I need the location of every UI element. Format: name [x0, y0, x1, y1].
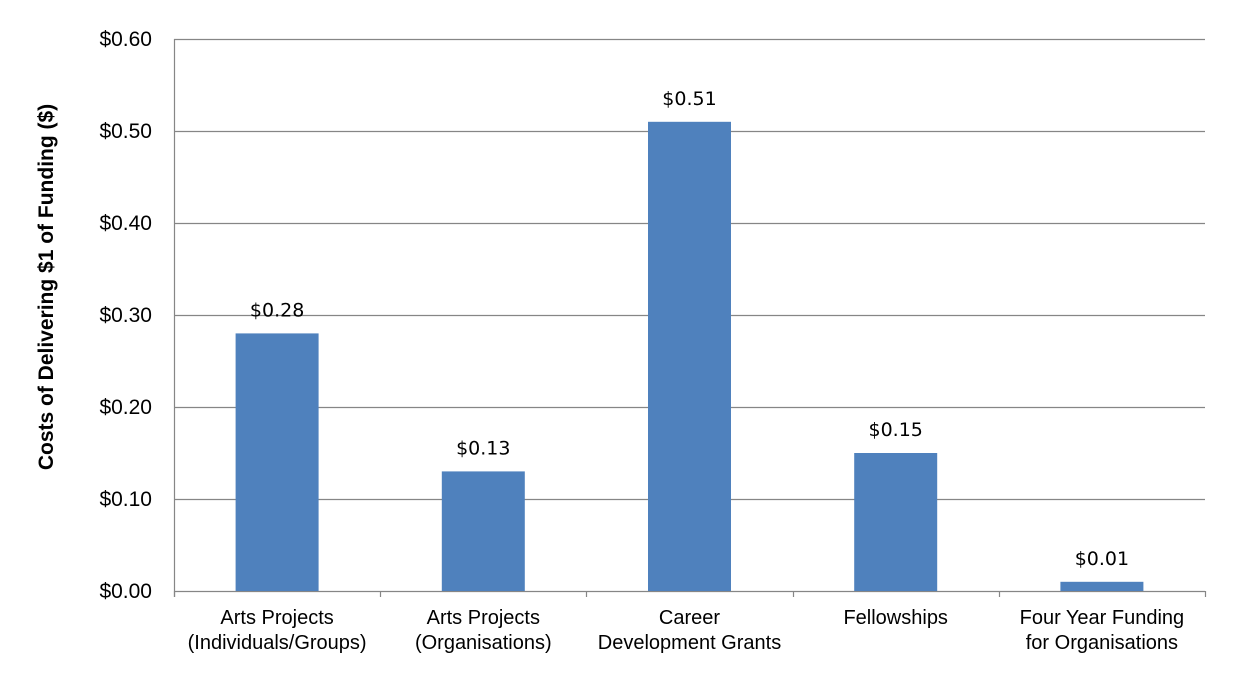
bar: [235, 333, 319, 591]
y-tick-label: $0.60: [99, 28, 152, 51]
data-label: $0.15: [868, 419, 922, 441]
data-label: $0.51: [662, 88, 716, 110]
y-tick-label: $0.40: [99, 212, 152, 235]
category-label: Arts Projects (Individuals/Groups): [188, 607, 367, 654]
bars: [235, 121, 1144, 592]
y-tick-label: $0.50: [99, 120, 152, 143]
bar: [648, 121, 731, 592]
y-axis-title: Costs of Delivering $1 of Funding ($): [35, 104, 58, 470]
data-label: $0.01: [1075, 548, 1129, 570]
bar: [1060, 581, 1144, 591]
y-axis-tick-labels: $0.00 $0.10 $0.20 $0.30 $0.40 $0.50 $0.60: [99, 28, 152, 603]
data-labels: $0.28 $0.13 $0.51 $0.15 $0.01: [250, 88, 1129, 570]
y-tick-label: $0.10: [99, 488, 152, 511]
y-tick-label: $0.20: [99, 396, 152, 419]
x-axis-category-labels: Arts Projects (Individuals/Groups) Arts Pr…: [188, 607, 1185, 654]
bar: [441, 471, 525, 591]
y-tick-label: $0.30: [99, 304, 152, 327]
data-label: $0.13: [456, 437, 510, 459]
bar: [854, 453, 938, 591]
category-label: Arts Projects (Organisations): [415, 607, 552, 654]
category-label: Career Development Grants: [598, 607, 781, 654]
y-tick-label: $0.00: [99, 580, 152, 603]
data-label: $0.28: [250, 299, 304, 321]
category-label: Fellowships: [843, 607, 947, 629]
category-label: Four Year Funding for Organisations: [1020, 607, 1185, 654]
